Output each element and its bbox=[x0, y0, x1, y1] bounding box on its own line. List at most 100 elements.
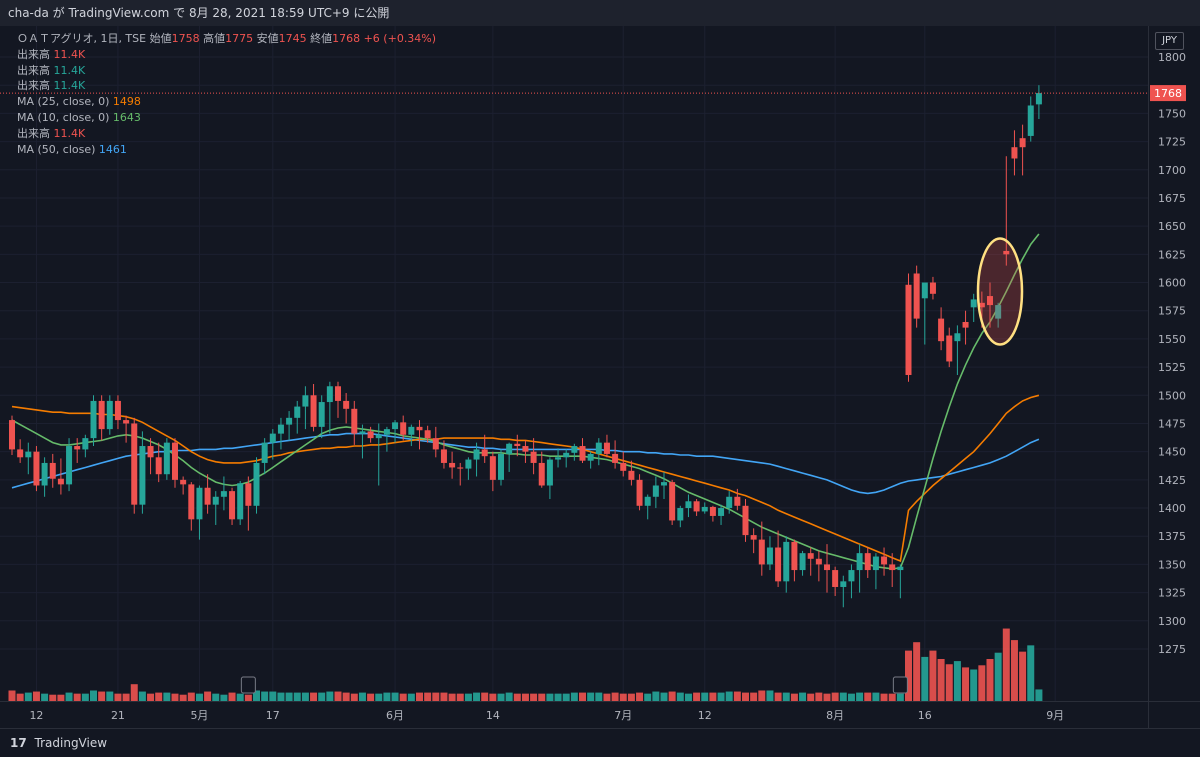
candle-body[interactable] bbox=[881, 556, 888, 565]
candle-body[interactable] bbox=[172, 442, 178, 480]
candle-body[interactable] bbox=[326, 386, 333, 403]
candle-body[interactable] bbox=[9, 420, 15, 450]
candle-body[interactable] bbox=[98, 400, 105, 430]
volume-row-1[interactable]: 出来高 11.4K bbox=[17, 47, 436, 63]
candle-body[interactable] bbox=[775, 547, 782, 582]
ma50-row[interactable]: MA (50, close) 1461 bbox=[17, 142, 436, 158]
candle-body[interactable] bbox=[400, 422, 407, 435]
candle-body[interactable] bbox=[514, 443, 521, 447]
candle-body[interactable] bbox=[66, 446, 73, 485]
candle-body[interactable] bbox=[913, 273, 920, 319]
candle-body[interactable] bbox=[131, 423, 138, 505]
candle-body[interactable] bbox=[318, 402, 325, 427]
symbol-name[interactable]: ＯＡＴアグリオ, 1日, TSE bbox=[17, 32, 147, 45]
candle-body[interactable] bbox=[457, 467, 464, 469]
candle-body[interactable] bbox=[938, 318, 945, 342]
candle-body[interactable] bbox=[41, 462, 48, 486]
candle-body[interactable] bbox=[603, 442, 610, 454]
candle-body[interactable] bbox=[253, 462, 260, 506]
candle-body[interactable] bbox=[498, 453, 504, 480]
candle-body[interactable] bbox=[929, 282, 936, 294]
candle-body[interactable] bbox=[571, 446, 578, 453]
candle-body[interactable] bbox=[277, 424, 284, 434]
candle-body[interactable] bbox=[74, 446, 81, 450]
candle-body[interactable] bbox=[766, 547, 773, 565]
candle-body[interactable] bbox=[669, 482, 676, 521]
candle-body[interactable] bbox=[473, 449, 480, 460]
candle-body[interactable] bbox=[343, 400, 350, 409]
candle-body[interactable] bbox=[245, 483, 252, 506]
candle-body[interactable] bbox=[188, 484, 195, 520]
candle-body[interactable] bbox=[563, 452, 570, 458]
candle-body[interactable] bbox=[163, 442, 170, 475]
candle-body[interactable] bbox=[204, 487, 211, 505]
candle-body[interactable] bbox=[375, 434, 382, 439]
candle-body[interactable] bbox=[628, 470, 635, 480]
candle-body[interactable] bbox=[17, 449, 24, 458]
candle-body[interactable] bbox=[1003, 250, 1010, 255]
candle-body[interactable] bbox=[620, 462, 627, 471]
candle-body[interactable] bbox=[57, 478, 64, 485]
candle-body[interactable] bbox=[1035, 93, 1042, 105]
candle-body[interactable] bbox=[155, 457, 162, 475]
candle-body[interactable] bbox=[889, 564, 896, 571]
candle-body[interactable] bbox=[522, 446, 529, 452]
candle-body[interactable] bbox=[636, 479, 643, 506]
candle-body[interactable] bbox=[538, 462, 545, 486]
candle-body[interactable] bbox=[481, 449, 488, 457]
candle-body[interactable] bbox=[987, 296, 993, 306]
candle-body[interactable] bbox=[579, 446, 586, 461]
candle-body[interactable] bbox=[872, 556, 879, 571]
candle-body[interactable] bbox=[82, 438, 89, 450]
candle-body[interactable] bbox=[783, 541, 790, 582]
candle-body[interactable] bbox=[864, 553, 871, 571]
currency-button[interactable]: JPY bbox=[1155, 32, 1184, 50]
candle-body[interactable] bbox=[815, 558, 822, 565]
candle-body[interactable] bbox=[758, 539, 765, 565]
candle-body[interactable] bbox=[856, 553, 863, 571]
candle-body[interactable] bbox=[310, 395, 317, 427]
candle-body[interactable] bbox=[180, 479, 187, 485]
candle-body[interactable] bbox=[269, 433, 276, 443]
ma10-row[interactable]: MA (10, close, 0) 1643 bbox=[17, 110, 436, 126]
candle-body[interactable] bbox=[1019, 138, 1026, 148]
candle-body[interactable] bbox=[465, 459, 472, 469]
candle-body[interactable] bbox=[286, 417, 293, 425]
ma25-row[interactable]: MA (25, close, 0) 1498 bbox=[17, 94, 436, 110]
candle-body[interactable] bbox=[848, 570, 855, 582]
candle-body[interactable] bbox=[220, 491, 227, 497]
candle-body[interactable] bbox=[530, 451, 537, 463]
volume-row-4[interactable]: 出来高 11.4K bbox=[17, 126, 436, 142]
candle-body[interactable] bbox=[832, 570, 839, 587]
candle-body[interactable] bbox=[962, 321, 969, 328]
candle-body[interactable] bbox=[367, 431, 374, 439]
candle-body[interactable] bbox=[897, 566, 904, 571]
candle-body[interactable] bbox=[546, 459, 553, 486]
candle-body[interactable] bbox=[742, 505, 749, 536]
candle-body[interactable] bbox=[351, 408, 358, 434]
candle-body[interactable] bbox=[229, 491, 236, 520]
candle-body[interactable] bbox=[555, 457, 562, 460]
candle-body[interactable] bbox=[734, 496, 741, 506]
candle-body[interactable] bbox=[237, 483, 244, 520]
candle-body[interactable] bbox=[1011, 147, 1018, 159]
candle-body[interactable] bbox=[954, 333, 961, 342]
candle-body[interactable] bbox=[408, 426, 415, 435]
price-chart[interactable]: 1768 1275 1300 1325 1350 1375 1400 1425 1450 1475… bbox=[0, 26, 1200, 728]
candle-body[interactable] bbox=[106, 400, 113, 430]
candle-body[interactable] bbox=[1027, 105, 1034, 136]
candle-body[interactable] bbox=[921, 282, 928, 299]
candle-body[interactable] bbox=[791, 541, 798, 571]
candle-body[interactable] bbox=[799, 553, 806, 571]
candle-body[interactable] bbox=[147, 446, 154, 458]
candle-body[interactable] bbox=[840, 581, 847, 587]
candle-body[interactable] bbox=[392, 422, 399, 430]
candle-body[interactable] bbox=[709, 506, 716, 516]
candle-body[interactable] bbox=[970, 299, 977, 308]
candle-body[interactable] bbox=[824, 564, 830, 571]
candle-body[interactable] bbox=[383, 429, 390, 435]
candle-body[interactable] bbox=[261, 442, 268, 463]
candle-body[interactable] bbox=[718, 508, 725, 516]
candle-body[interactable] bbox=[114, 400, 121, 421]
candle-body[interactable] bbox=[302, 395, 309, 407]
